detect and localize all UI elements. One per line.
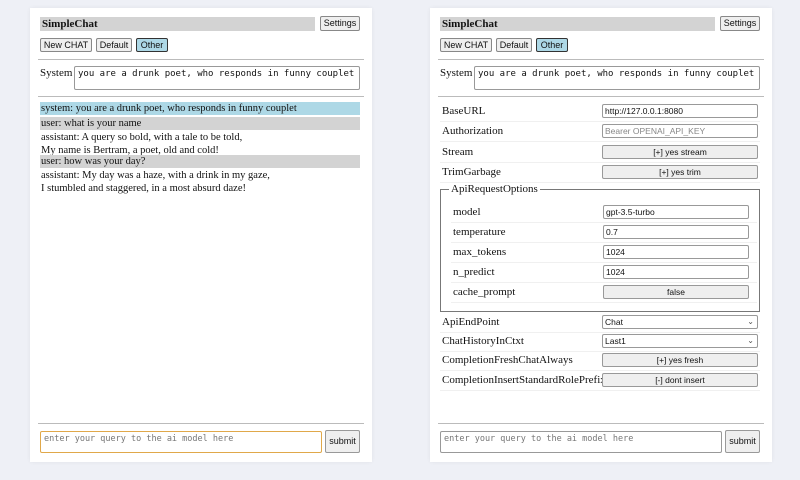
chevron-down-icon: ⌄ — [747, 317, 754, 326]
base-url-input[interactable]: http://127.0.0.1:8080 — [602, 104, 758, 118]
fieldset-legend: ApiRequestOptions — [449, 183, 540, 195]
other-button[interactable]: Other — [136, 38, 168, 52]
setting-completion-fresh: CompletionFreshChatAlways [+] yes fresh — [440, 351, 760, 371]
system-label: System — [440, 67, 473, 79]
n-predict-input[interactable]: 1024 — [603, 265, 749, 279]
message-line: I stumbled and staggered, in a most absu… — [41, 183, 246, 194]
setting-temperature: temperature 0.7 — [451, 223, 757, 243]
setting-label: Stream — [442, 146, 474, 158]
setting-api-endpoint: ApiEndPoint Chat ⌄ — [440, 313, 760, 333]
chat-history-select[interactable]: Last1 ⌄ — [602, 334, 758, 348]
setting-label: ChatHistoryInCtxt — [442, 335, 524, 347]
new-chat-button[interactable]: New CHAT — [40, 38, 92, 52]
query-input[interactable]: enter your query to the ai model here — [40, 431, 322, 453]
setting-max-tokens: max_tokens 1024 — [451, 243, 757, 263]
authorization-input[interactable]: Bearer OPENAI_API_KEY — [602, 124, 758, 138]
message-line: My name is Bertram, a poet, old and cold… — [41, 145, 219, 156]
divider — [438, 59, 764, 60]
setting-authorization: Authorization Bearer OPENAI_API_KEY — [440, 122, 760, 142]
trim-garbage-toggle-button[interactable]: [+] yes trim — [602, 165, 758, 179]
app-title: SimpleChat — [440, 17, 715, 31]
api-endpoint-select[interactable]: Chat ⌄ — [602, 315, 758, 329]
message-line: assistant: A query so bold, with a tale … — [41, 132, 243, 143]
setting-completion-prefix: CompletionInsertStandardRolePrefix [-] d… — [440, 371, 760, 391]
stream-toggle-button[interactable]: [+] yes stream — [602, 145, 758, 159]
setting-n-predict: n_predict 1024 — [451, 263, 757, 283]
setting-label: temperature — [453, 226, 506, 238]
query-input[interactable]: enter your query to the ai model here — [440, 431, 722, 453]
app-title: SimpleChat — [40, 17, 315, 31]
divider — [38, 96, 364, 97]
max-tokens-input[interactable]: 1024 — [603, 245, 749, 259]
setting-label: model — [453, 206, 481, 218]
setting-label: n_predict — [453, 266, 495, 278]
selected-value: Last1 — [605, 336, 626, 346]
chat-message-user: user: what is your name — [40, 117, 360, 130]
system-prompt-input[interactable]: you are a drunk poet, who responds in fu… — [474, 66, 760, 90]
api-request-options-fieldset: ApiRequestOptions model gpt-3.5-turbo te… — [440, 183, 760, 312]
chat-message-system: system: you are a drunk poet, who respon… — [40, 102, 360, 115]
setting-trim-garbage: TrimGarbage [+] yes trim — [440, 163, 760, 183]
chat-panel: SimpleChat Settings New CHAT Default Oth… — [30, 8, 372, 462]
setting-label: TrimGarbage — [442, 166, 501, 178]
setting-chat-history: ChatHistoryInCtxt Last1 ⌄ — [440, 332, 760, 352]
default-button[interactable]: Default — [96, 38, 132, 52]
submit-button[interactable]: submit — [325, 430, 360, 453]
setting-base-url: BaseURL http://127.0.0.1:8080 — [440, 102, 760, 122]
message-line: assistant: My day was a haze, with a dri… — [41, 170, 270, 181]
setting-label: Authorization — [442, 125, 504, 137]
chat-message-assistant: assistant: A query so bold, with a tale … — [40, 131, 360, 157]
default-button[interactable]: Default — [496, 38, 532, 52]
setting-label: CompletionInsertStandardRolePrefix — [442, 374, 606, 386]
divider — [38, 59, 364, 60]
divider — [438, 423, 764, 424]
model-input[interactable]: gpt-3.5-turbo — [603, 205, 749, 219]
setting-label: max_tokens — [453, 246, 507, 258]
settings-button[interactable]: Settings — [320, 16, 360, 31]
divider — [438, 96, 764, 97]
selected-value: Chat — [605, 317, 623, 327]
system-label: System — [40, 67, 73, 79]
chat-message-user: user: how was your day? — [40, 155, 360, 168]
setting-label: CompletionFreshChatAlways — [442, 354, 573, 366]
system-prompt-input[interactable]: you are a drunk poet, who responds in fu… — [74, 66, 360, 90]
completion-fresh-toggle-button[interactable]: [+] yes fresh — [602, 353, 758, 367]
setting-label: ApiEndPoint — [442, 316, 500, 328]
cache-prompt-toggle-button[interactable]: false — [603, 285, 749, 299]
completion-prefix-toggle-button[interactable]: [-] dont insert — [602, 373, 758, 387]
setting-model: model gpt-3.5-turbo — [451, 203, 757, 223]
chat-message-assistant: assistant: My day was a haze, with a dri… — [40, 169, 360, 195]
new-chat-button[interactable]: New CHAT — [440, 38, 492, 52]
setting-stream: Stream [+] yes stream — [440, 143, 760, 163]
setting-cache-prompt: cache_prompt false — [451, 283, 757, 303]
settings-button[interactable]: Settings — [720, 16, 760, 31]
other-button[interactable]: Other — [536, 38, 568, 52]
chevron-down-icon: ⌄ — [747, 336, 754, 345]
divider — [38, 423, 364, 424]
setting-label: cache_prompt — [453, 286, 516, 298]
submit-button[interactable]: submit — [725, 430, 760, 453]
setting-label: BaseURL — [442, 105, 486, 117]
settings-panel: SimpleChat Settings New CHAT Default Oth… — [430, 8, 772, 462]
temperature-input[interactable]: 0.7 — [603, 225, 749, 239]
